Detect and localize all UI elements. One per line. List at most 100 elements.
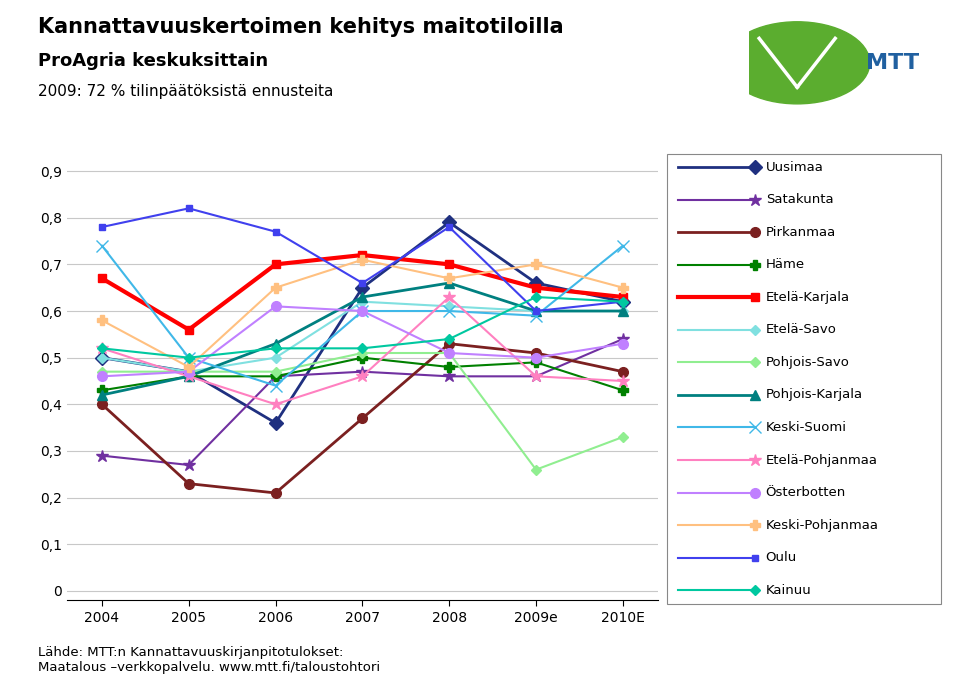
Etelä-Savo <box>270 353 281 362</box>
Etelä-Pohjanmaa <box>356 372 368 380</box>
Österbotten <box>356 307 368 315</box>
Uusimaa <box>270 419 281 427</box>
Etelä-Savo <box>617 307 629 315</box>
Line: Pirkanmaa: Pirkanmaa <box>97 339 628 498</box>
Häme <box>270 372 281 380</box>
Pirkanmaa <box>530 349 541 357</box>
Kainuu <box>617 297 629 306</box>
Pirkanmaa <box>617 367 629 376</box>
Uusimaa <box>530 279 541 287</box>
Pohjois-Savo <box>530 466 541 474</box>
Häme <box>183 372 195 380</box>
Österbotten <box>183 367 195 376</box>
Österbotten <box>270 302 281 311</box>
Satakunta <box>183 461 195 469</box>
Keski-Pohjanmaa <box>530 260 541 269</box>
Text: Etelä-Savo: Etelä-Savo <box>766 323 836 336</box>
Kainuu <box>270 344 281 352</box>
Satakunta <box>356 367 368 376</box>
Keski-Suomi <box>96 242 108 250</box>
Pohjois-Savo <box>183 367 195 376</box>
Line: Etelä-Savo: Etelä-Savo <box>99 298 626 375</box>
Line: Etelä-Pohjanmaa: Etelä-Pohjanmaa <box>96 291 629 410</box>
Häme <box>96 386 108 394</box>
Etelä-Karjala <box>183 325 195 334</box>
Kainuu <box>530 293 541 302</box>
Oulu <box>270 228 281 236</box>
Oulu <box>96 223 108 231</box>
Line: Keski-Suomi: Keski-Suomi <box>96 240 629 391</box>
Etelä-Savo <box>96 353 108 362</box>
Text: Oulu: Oulu <box>766 551 797 564</box>
Keski-Pohjanmaa <box>270 283 281 292</box>
Pirkanmaa <box>356 414 368 422</box>
Text: ProAgria keskuksittain: ProAgria keskuksittain <box>38 52 269 70</box>
Text: Häme: Häme <box>766 258 804 272</box>
Line: Häme: Häme <box>97 352 628 395</box>
Keski-Suomi <box>183 353 195 362</box>
Österbotten <box>96 372 108 380</box>
Etelä-Pohjanmaa <box>96 344 108 352</box>
Text: Keski-Pohjanmaa: Keski-Pohjanmaa <box>766 519 878 532</box>
Keski-Pohjanmaa <box>183 363 195 371</box>
Keski-Suomi <box>444 307 455 315</box>
Kainuu <box>444 335 455 343</box>
Pirkanmaa <box>183 480 195 488</box>
Satakunta <box>444 372 455 380</box>
Text: Satakunta: Satakunta <box>766 193 833 206</box>
Häme <box>444 363 455 371</box>
Pohjois-Karjala <box>96 391 108 399</box>
Line: Uusimaa: Uusimaa <box>97 218 628 428</box>
Etelä-Savo <box>183 367 195 376</box>
Keski-Suomi <box>530 311 541 320</box>
Pohjois-Savo <box>270 367 281 376</box>
Satakunta <box>617 335 629 343</box>
Text: 2009: 72 % tilinpäätöksistä ennusteita: 2009: 72 % tilinpäätöksistä ennusteita <box>38 84 334 98</box>
Etelä-Karjala <box>444 260 455 269</box>
Line: Keski-Pohjanmaa: Keski-Pohjanmaa <box>97 255 628 372</box>
Line: Pohjois-Savo: Pohjois-Savo <box>99 350 626 473</box>
Text: Kainuu: Kainuu <box>766 584 811 597</box>
Pohjois-Savo <box>96 367 108 376</box>
Line: Etelä-Karjala: Etelä-Karjala <box>98 251 627 334</box>
Pohjois-Karjala <box>530 307 541 315</box>
Oulu <box>356 279 368 287</box>
Häme <box>356 353 368 362</box>
Pohjois-Karjala <box>356 293 368 302</box>
Text: Keski-Suomi: Keski-Suomi <box>766 421 847 434</box>
Pohjois-Savo <box>356 349 368 357</box>
Line: Kainuu: Kainuu <box>99 294 626 361</box>
Etelä-Pohjanmaa <box>617 377 629 385</box>
Etelä-Karjala <box>96 274 108 283</box>
Etelä-Savo <box>530 307 541 315</box>
Kainuu <box>183 353 195 362</box>
Keski-Pohjanmaa <box>356 255 368 264</box>
Pohjois-Savo <box>444 349 455 357</box>
Text: Pohjois-Savo: Pohjois-Savo <box>766 356 850 369</box>
Pohjois-Karjala <box>183 372 195 380</box>
Etelä-Savo <box>444 302 455 311</box>
Keski-Suomi <box>356 307 368 315</box>
Uusimaa <box>356 283 368 292</box>
Pirkanmaa <box>270 489 281 497</box>
Oulu <box>530 307 541 315</box>
Circle shape <box>725 22 870 104</box>
Etelä-Karjala <box>356 251 368 259</box>
Etelä-Karjala <box>270 260 281 269</box>
Pohjois-Karjala <box>444 279 455 287</box>
Pirkanmaa <box>444 339 455 348</box>
Line: Oulu: Oulu <box>99 205 626 315</box>
Text: Lähde: MTT:n Kannattavuuskirjanpitotulokset:
Maatalous –verkkopalvelu. www.mtt.f: Lähde: MTT:n Kannattavuuskirjanpitotulok… <box>38 646 380 674</box>
Keski-Pohjanmaa <box>617 283 629 292</box>
Etelä-Pohjanmaa <box>270 400 281 408</box>
Text: Österbotten: Österbotten <box>766 486 846 499</box>
Text: Etelä-Karjala: Etelä-Karjala <box>766 291 850 304</box>
Text: MTT: MTT <box>866 53 920 73</box>
Text: Etelä-Pohjanmaa: Etelä-Pohjanmaa <box>766 454 877 466</box>
Uusimaa <box>444 218 455 227</box>
Etelä-Karjala <box>617 293 629 302</box>
Satakunta <box>96 452 108 460</box>
Keski-Pohjanmaa <box>96 316 108 325</box>
Etelä-Pohjanmaa <box>530 372 541 380</box>
Text: Pirkanmaa: Pirkanmaa <box>766 225 836 239</box>
